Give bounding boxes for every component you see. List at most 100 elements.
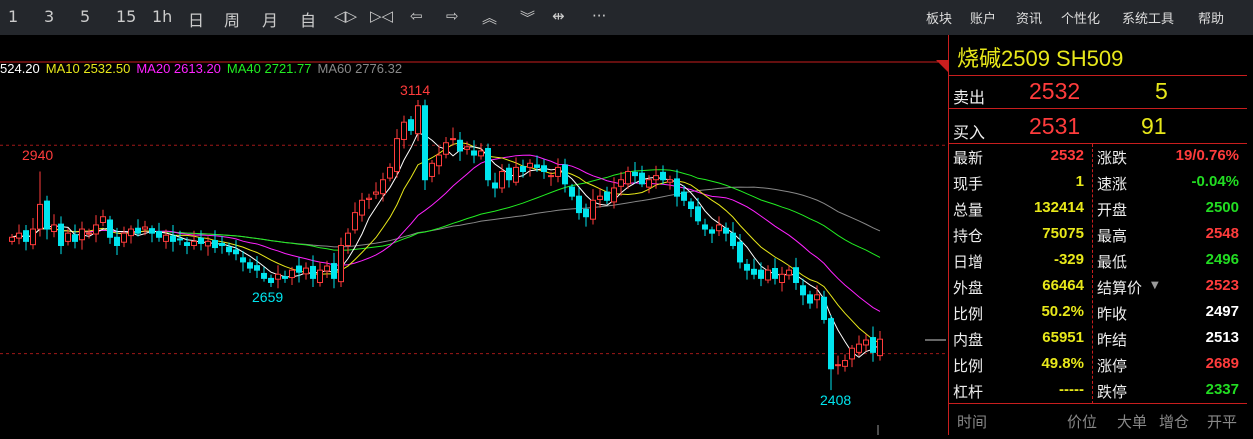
extreme-price-label: 2659	[252, 289, 283, 305]
ma-legend-item: MA60 2776.32	[317, 61, 403, 76]
candle-down	[793, 267, 799, 283]
candle-up	[646, 179, 652, 188]
period-button-4[interactable]: 1h	[152, 7, 173, 26]
candle-up	[205, 240, 211, 247]
ma-legend-item: 524.20	[0, 61, 40, 76]
quote-field: 持仓 75075	[949, 222, 1092, 248]
quote-field: 涨跌 19/0.76%	[1093, 144, 1247, 170]
toolbar: 1 3 5 15 1h 日周 月 自 ◁▷ ▷◁ ⇦ ⇨ ︽ ︾ ⇹ ··· 板块 账户 资讯 个性化 系统工具 帮助	[0, 0, 1253, 35]
dropdown-icon[interactable]: ▼	[1151, 280, 1159, 291]
field-label: 结算价	[1097, 279, 1143, 297]
quote-grid: 最新 2532 现手 1 总量 132414 持仓 75075 日增 -329 外盘 66464 比例 5…	[949, 143, 1247, 404]
buy-row[interactable]: 买入 2531 91	[949, 108, 1247, 143]
field-value: 49.8%	[1041, 355, 1084, 372]
period-button-1[interactable]: 3	[44, 7, 55, 26]
candle-up	[443, 142, 449, 155]
candle-up	[597, 195, 603, 200]
candle-up	[401, 121, 407, 140]
candle-down	[709, 229, 715, 234]
period-button-5[interactable]: 日	[188, 11, 205, 30]
quote-field: 内盘 65951	[949, 326, 1092, 352]
candle-up	[359, 199, 365, 216]
kline-chart[interactable]: 2940 3114 2659 2408	[0, 35, 948, 435]
candle-down	[751, 268, 757, 275]
candle-down	[184, 242, 190, 246]
menu-1[interactable]: 账户	[970, 12, 997, 27]
candle-down	[744, 263, 750, 271]
field-value: 1	[1075, 173, 1084, 190]
candle-up	[625, 171, 631, 185]
candle-down	[226, 246, 232, 253]
candle-up	[842, 360, 848, 367]
field-value: 2513	[1205, 329, 1239, 346]
zoom-in-icon[interactable]: ◁▷	[334, 7, 358, 25]
field-label: 最低	[1097, 253, 1128, 271]
period-button-2[interactable]: 5	[80, 7, 91, 26]
tab-1[interactable]: 价位	[1067, 413, 1098, 431]
candle-down	[576, 195, 582, 214]
ma5-line	[11, 132, 881, 358]
tab-0[interactable]: 时间	[957, 413, 988, 431]
field-label: 昨收	[1097, 305, 1128, 323]
period-button-6[interactable]: 周	[224, 11, 241, 30]
split-icon[interactable]: ⇹	[552, 7, 565, 25]
period-button-0[interactable]: 1	[8, 7, 19, 26]
extreme-price-label: 2940	[22, 147, 53, 163]
candle-down	[758, 269, 764, 279]
arrow-right-icon[interactable]: ⇨	[446, 7, 459, 25]
candle-down	[506, 167, 512, 181]
candle-down	[821, 296, 827, 320]
candle-down	[149, 228, 155, 234]
candle-down	[723, 227, 729, 234]
candle-down	[261, 272, 267, 279]
menu-2[interactable]: 资讯	[1016, 12, 1043, 27]
tab-4[interactable]: 开平	[1207, 413, 1238, 431]
quote-field: 昨结 2513	[1093, 326, 1247, 352]
candle-up	[380, 179, 386, 195]
candle-down	[632, 171, 638, 177]
candle-down	[240, 257, 246, 263]
menu-5[interactable]: 帮助	[1198, 12, 1225, 27]
candle-down	[233, 249, 239, 255]
candle-up	[373, 191, 379, 195]
period-button-3[interactable]: 15	[116, 7, 137, 26]
candle-up	[93, 224, 99, 235]
period-button-7[interactable]: 月	[262, 11, 279, 30]
buy-price: 2531	[1029, 113, 1081, 139]
field-label: 跌停	[1097, 383, 1128, 401]
quote-field: 结算价 2523 ▼	[1093, 274, 1247, 300]
candle-down	[569, 186, 575, 197]
tab-2[interactable]: 大单	[1117, 413, 1148, 431]
corner-marker	[936, 60, 948, 72]
sell-price: 2532	[1029, 78, 1081, 104]
field-value: 75075	[1042, 225, 1084, 242]
period-button-8[interactable]: 自	[300, 11, 317, 30]
candle-down	[254, 265, 260, 271]
candle-down	[520, 166, 526, 173]
candle-down	[296, 265, 302, 273]
candle-down	[212, 240, 218, 249]
candle-up	[30, 228, 36, 246]
menu-3[interactable]: 个性化	[1061, 12, 1101, 27]
ma-legend: 524.20 MA10 2532.50 MA20 2613.20 MA40 2721.…	[0, 61, 408, 76]
candle-up	[611, 187, 617, 203]
sell-row[interactable]: 卖出 2532 5	[949, 75, 1247, 108]
menu-4[interactable]: 系统工具	[1122, 12, 1175, 27]
candle-up	[856, 343, 862, 353]
tab-3[interactable]: 增仓	[1159, 413, 1190, 431]
field-label: 总量	[953, 201, 984, 219]
candle-down	[870, 337, 876, 353]
chevrons-down-icon[interactable]: ︾	[520, 9, 536, 27]
candle-up	[387, 166, 393, 179]
menu-0[interactable]: 板块	[926, 12, 953, 27]
zoom-out-icon[interactable]: ▷◁	[370, 7, 394, 25]
arrow-left-icon[interactable]: ⇦	[410, 7, 423, 25]
candle-up	[513, 166, 519, 183]
candle-up	[100, 216, 106, 223]
field-value: 2689	[1205, 355, 1239, 372]
quote-field: 最高 2548	[1093, 222, 1247, 248]
chevrons-up-icon[interactable]: ︽	[482, 9, 498, 27]
more-icon[interactable]: ···	[592, 7, 607, 25]
field-label: 涨停	[1097, 357, 1128, 375]
candle-down	[828, 318, 834, 370]
